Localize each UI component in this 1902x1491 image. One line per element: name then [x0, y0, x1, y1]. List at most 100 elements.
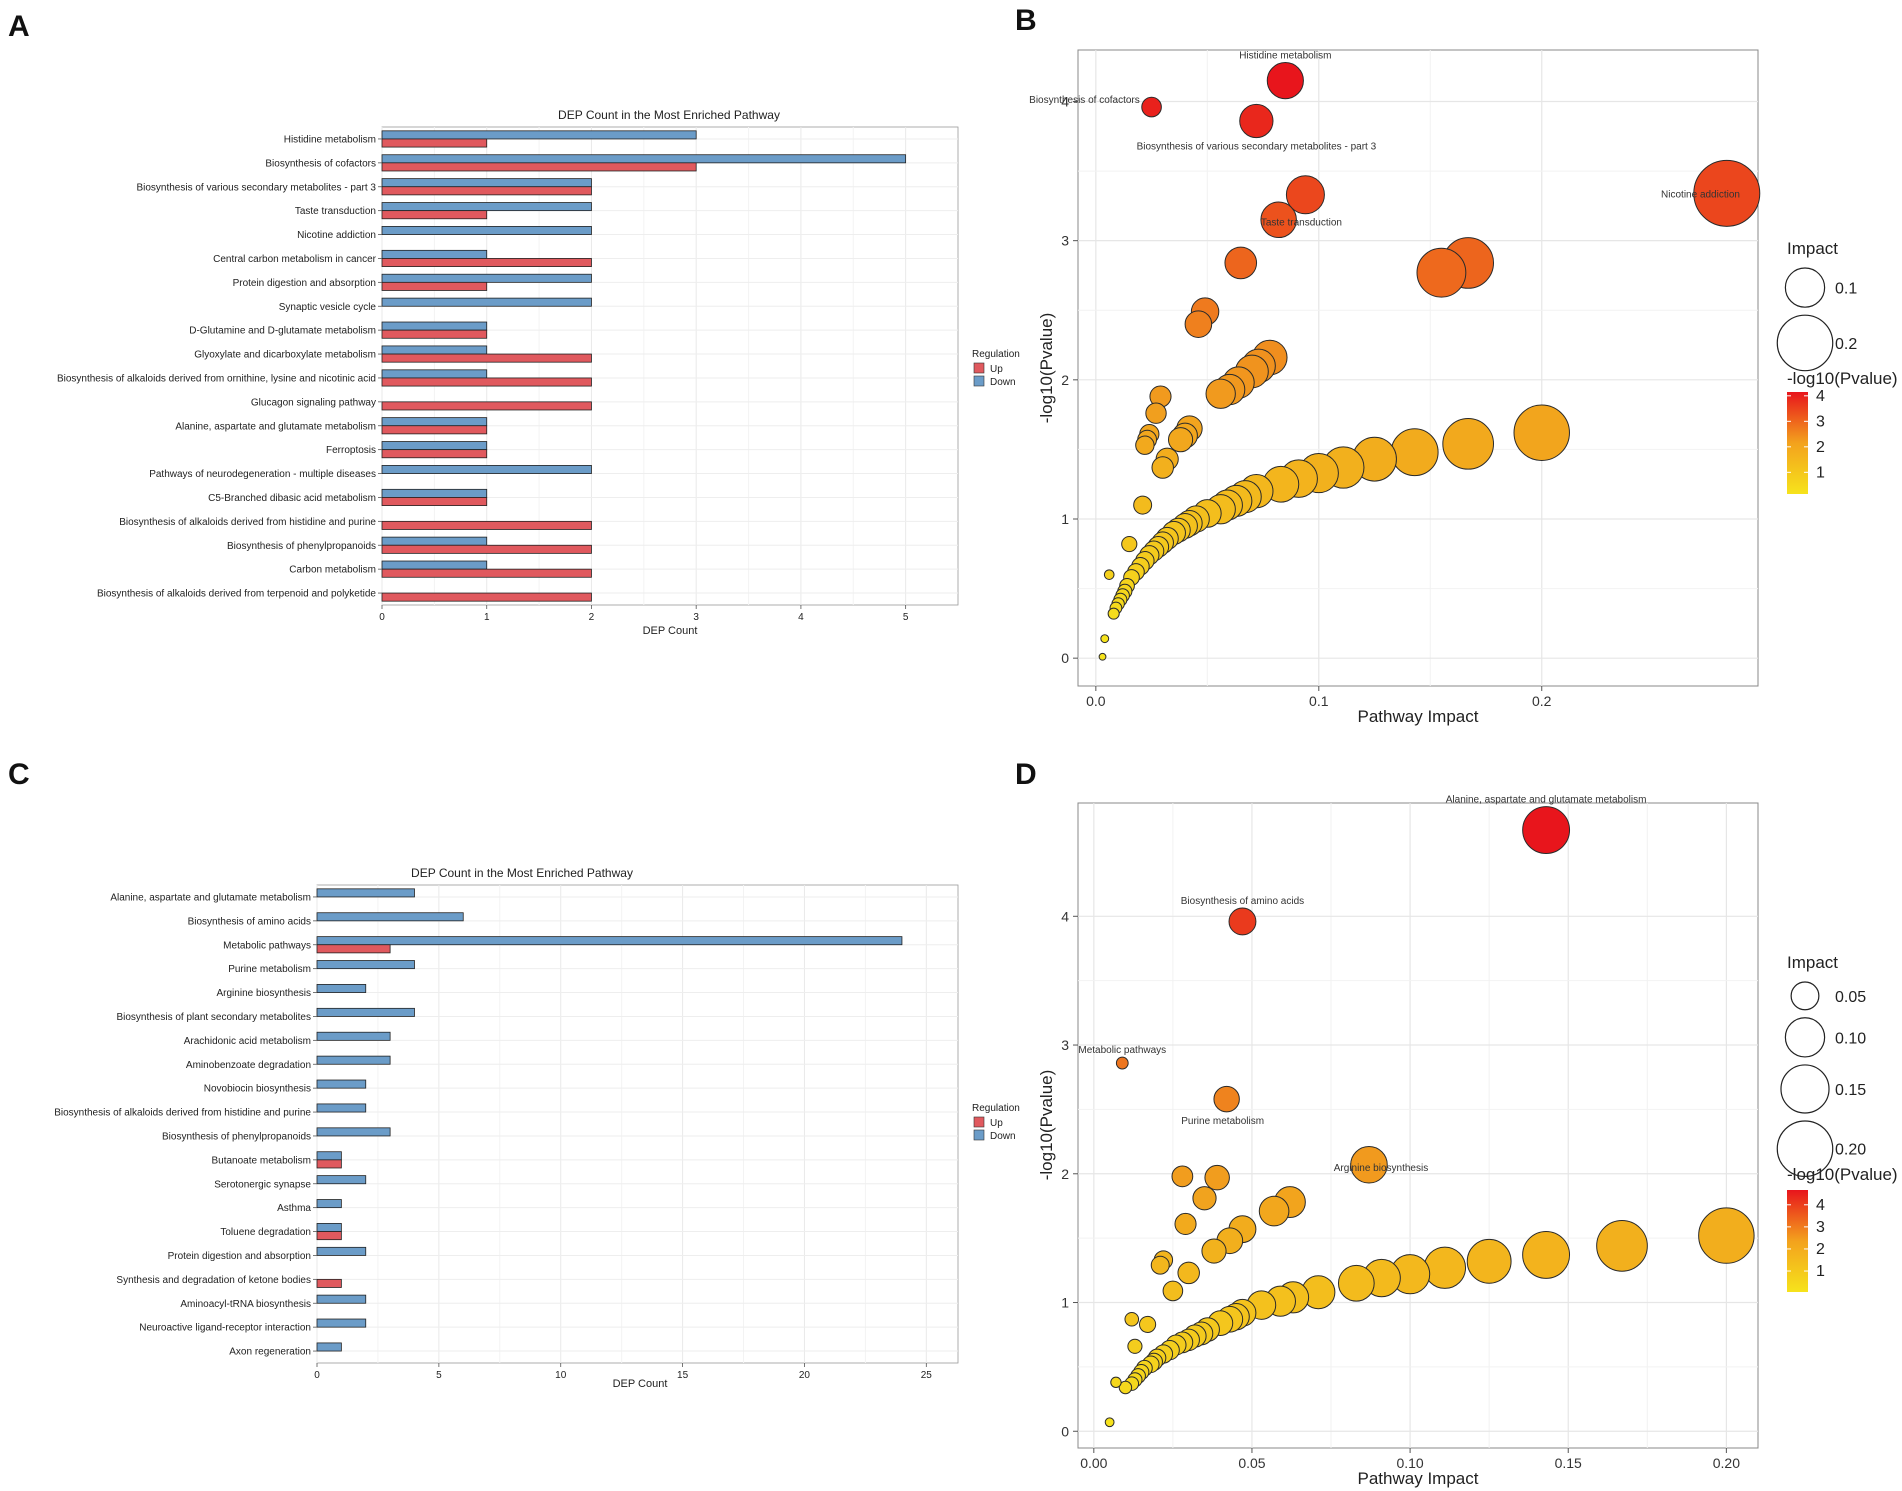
- panel-c-legend-down-swatch: [973, 1129, 985, 1141]
- panel-a-legend-up-swatch: [973, 362, 985, 374]
- panel-a-category-label: Central carbon metabolism in cancer: [213, 254, 377, 265]
- panel-d-size-legend-circle: [1784, 1017, 1826, 1058]
- panel-b-plot-area: [1077, 49, 1759, 687]
- panel-b-annotations: Histidine metabolism Biosynthesis of cofa…: [1029, 51, 1740, 229]
- panel-b-colorbar-label: 2: [1816, 439, 1825, 456]
- panel-d-bubble: [1201, 1238, 1227, 1264]
- panel-a-category-label: Biosynthesis of cofactors: [265, 158, 376, 169]
- panel-b-y-tick-label: 0: [1061, 650, 1069, 666]
- panel-a-bar-up: [381, 210, 488, 220]
- panel-d-size-legend-title: Impact: [1787, 953, 1838, 972]
- panel-a-bar-down: [381, 202, 592, 212]
- panel-a-x-tick-label: 0: [379, 612, 385, 623]
- panel-c-category-label: Biosynthesis of phenylpropanoids: [162, 1131, 311, 1142]
- panel-b-size-legend-title: Impact: [1787, 239, 1838, 258]
- panel-d-colorbar-label: 2: [1816, 1241, 1825, 1258]
- panel-a-bar-down: [381, 369, 488, 379]
- panel-a-bar-chart: DEP Count in the Most Enriched Pathway H…: [57, 108, 1020, 637]
- panel-b-bubble: [1239, 103, 1274, 139]
- panel-a-bar-down: [381, 297, 592, 307]
- panel-d-annotation: Biosynthesis of amino acids: [1181, 896, 1304, 907]
- panel-b-bubble: [1390, 428, 1439, 477]
- panel-c-category-labels: Alanine, aspartate and glutamate metabol…: [54, 892, 317, 1358]
- panel-b-size-legend-label: 0.2: [1835, 336, 1857, 353]
- panel-c-category-label: Toluene degradation: [220, 1227, 311, 1238]
- panel-b-gridlines: [1078, 50, 1758, 686]
- panel-b-bubble: [1098, 652, 1107, 661]
- panel-d-size-legend: Impact 0.05 0.10 0.15 0.20: [1776, 953, 1866, 1178]
- panel-c-category-label: Aminoacyl-tRNA biosynthesis: [180, 1299, 311, 1310]
- panel-a-category-label: Synaptic vesicle cycle: [279, 302, 377, 313]
- panel-d-bubble: [1522, 806, 1571, 854]
- panel-a-category-label: Nicotine addiction: [297, 230, 376, 241]
- panel-c-bar-up: [316, 1278, 342, 1288]
- panel-c-x-tick-label: 0: [314, 1370, 320, 1381]
- panel-d-annotations: Alanine, aspartate and glutamate metabol…: [1078, 795, 1646, 1174]
- panel-c-bar-down: [316, 1294, 367, 1304]
- panel-d-points: [1104, 806, 1755, 1428]
- panel-label-d: D: [1015, 758, 1037, 791]
- panel-b-bubble: [1224, 246, 1258, 280]
- panel-c-bar-down: [316, 984, 367, 993]
- panel-d-color-legend: -log10(Pvalue) 1 2 3 4: [1787, 1165, 1898, 1292]
- panel-c-bar-down: [316, 960, 415, 970]
- panel-a-bar-up: [381, 138, 488, 148]
- panel-c-bar-down: [316, 1199, 342, 1209]
- panel-a-x-tick-label: 4: [798, 612, 804, 623]
- panel-a-legend-title: Regulation: [972, 349, 1020, 360]
- panel-a-bar-down: [381, 465, 592, 474]
- panel-d-annotation: Metabolic pathways: [1078, 1045, 1166, 1056]
- panel-c-bar-down: [316, 1031, 391, 1041]
- panel-b-x-axis-label: Pathway Impact: [1358, 707, 1479, 726]
- panel-c-legend-title: Regulation: [972, 1103, 1020, 1114]
- panel-d-color-legend-title: -log10(Pvalue): [1787, 1165, 1898, 1184]
- panel-c-legend-up-swatch: [973, 1116, 985, 1128]
- panel-d-bubble: [1192, 1186, 1217, 1211]
- panel-d-bubble: [1124, 1311, 1140, 1327]
- panel-a-legend-down-label: Down: [990, 377, 1016, 388]
- panel-c-x-ticks: 0 5 10 15 20 25: [314, 1363, 932, 1381]
- panel-a-x-tick-label: 3: [693, 612, 699, 623]
- panel-a-category-label: Biosynthesis of various secondary metabo…: [136, 182, 376, 193]
- panel-b-bubble: [1266, 62, 1304, 100]
- panel-c-category-label: Biosynthesis of amino acids: [188, 916, 311, 927]
- panel-b-annotation: Histidine metabolism: [1239, 51, 1331, 62]
- panel-b-bubble: [1141, 96, 1162, 118]
- panel-c-x-axis-label: DEP Count: [613, 1378, 668, 1390]
- panel-a-bar-up: [381, 497, 488, 506]
- panel-d-bubble: [1115, 1056, 1129, 1070]
- panel-b-x-ticks: 0.0 0.1 0.2: [1086, 686, 1552, 709]
- panel-b-bubble: [1167, 427, 1194, 453]
- panel-c-bar-down: [316, 1318, 367, 1328]
- panel-d-size-legend-label: 0.20: [1835, 1142, 1866, 1159]
- panel-b-bubble: [1151, 456, 1174, 479]
- panel-d-bubble-chart: Alanine, aspartate and glutamate metabol…: [1037, 795, 1898, 1488]
- panel-d-bubble: [1258, 1195, 1290, 1227]
- panel-b-bubble-chart: Histidine metabolism Biosynthesis of cofa…: [1029, 49, 1898, 726]
- panel-c-category-label: Aminobenzoate degradation: [186, 1060, 311, 1071]
- panel-b-colorbar-label: 3: [1816, 413, 1825, 430]
- panel-c-category-label: Arachidonic acid metabolism: [184, 1036, 311, 1047]
- panel-a-x-axis-label: DEP Count: [643, 625, 698, 637]
- panel-a-bar-up: [381, 186, 592, 196]
- panel-a-bar-up: [381, 353, 592, 363]
- panel-d-x-axis-label: Pathway Impact: [1358, 1469, 1479, 1488]
- panel-c-bars: [316, 888, 903, 1352]
- panel-a-bar-up: [381, 544, 592, 554]
- panel-d-bubble: [1228, 907, 1257, 936]
- panel-b-bubble: [1513, 404, 1570, 461]
- panel-a-bar-down: [381, 249, 488, 259]
- panel-c-category-label: Serotonergic synapse: [214, 1179, 311, 1190]
- panel-d-bubble: [1162, 1280, 1184, 1302]
- panel-a-bar-up: [381, 520, 592, 530]
- panel-c-bar-down: [316, 1246, 367, 1256]
- panel-d-y-axis-label: -log10(Pvalue): [1037, 1070, 1056, 1181]
- panel-a-bar-down: [381, 488, 488, 498]
- panel-a-bar-up: [381, 425, 488, 435]
- panel-a-bar-down: [381, 178, 592, 188]
- panel-a-bar-down: [381, 536, 488, 546]
- panel-c-category-label: Alanine, aspartate and glutamate metabol…: [110, 892, 311, 903]
- panel-b-bubble: [1100, 634, 1110, 644]
- panel-a-category-label: Carbon metabolism: [289, 565, 376, 576]
- panel-label-b: B: [1015, 4, 1037, 37]
